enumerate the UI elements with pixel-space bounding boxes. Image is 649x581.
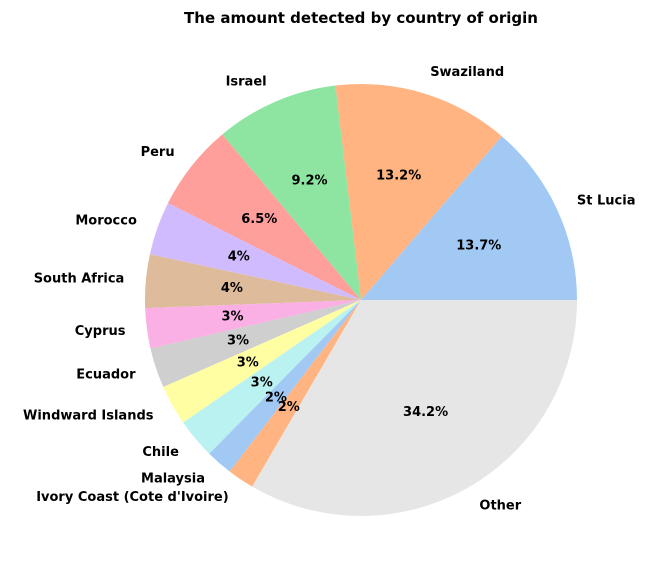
pie-slice xyxy=(150,300,361,388)
pie-slice xyxy=(149,203,361,300)
slice-percent-label: 4% xyxy=(221,281,243,296)
slice-percent-label: 3% xyxy=(237,356,259,371)
slice-label: South Africa xyxy=(34,272,125,287)
slice-percent-label: 2% xyxy=(265,390,287,405)
slice-percent-label: 3% xyxy=(251,376,273,391)
pie-slice xyxy=(335,84,502,300)
slice-percent-label: 3% xyxy=(227,333,249,348)
pie-slice xyxy=(183,300,361,454)
pie-slice xyxy=(163,300,361,423)
pie-slice xyxy=(361,136,577,300)
chart-title: The amount detected by country of origin xyxy=(184,9,538,27)
slice-percent-label: 2% xyxy=(278,400,300,415)
pie-slice xyxy=(252,300,577,517)
slice-label: Cyprus xyxy=(75,324,126,339)
pie-slice xyxy=(145,300,361,349)
slice-percent-label: 4% xyxy=(228,249,250,264)
slice-percent-label: 6.5% xyxy=(241,212,277,227)
slice-label: Ivory Coast (Cote d'Ivoire) xyxy=(36,490,229,505)
slice-label: Swaziland xyxy=(430,65,504,80)
pie-slice xyxy=(229,300,361,487)
slice-label: Other xyxy=(479,499,521,514)
slice-label: Israel xyxy=(226,74,267,89)
pie-slice xyxy=(222,85,361,300)
slice-label: Malaysia xyxy=(141,472,205,487)
slice-percent-label: 13.7% xyxy=(456,238,501,253)
slice-percent-label: 3% xyxy=(221,310,243,325)
pie-slice xyxy=(209,300,361,472)
slice-labels: St Lucia Swaziland Israel Peru Morocco South … xyxy=(23,65,635,513)
slice-percent-label: 34.2% xyxy=(403,405,448,420)
pie-slice xyxy=(144,254,361,309)
slice-label: Morocco xyxy=(75,213,137,228)
slice-label: St Lucia xyxy=(577,193,636,208)
slice-label: Windward Islands xyxy=(23,408,154,423)
slice-percent-label: 13.2% xyxy=(376,169,421,184)
slice-label: Chile xyxy=(142,445,179,460)
slice-label: Ecuador xyxy=(76,367,136,382)
slice-label: Peru xyxy=(141,145,175,160)
slice-percent-labels: 13.7%13.2%9.2%6.5%4%4%3%3%3%3%2%2% 34.2% xyxy=(221,169,501,420)
slice-percent-label: 9.2% xyxy=(291,174,327,189)
pie-slice xyxy=(167,134,361,300)
pie-slices xyxy=(144,84,577,517)
